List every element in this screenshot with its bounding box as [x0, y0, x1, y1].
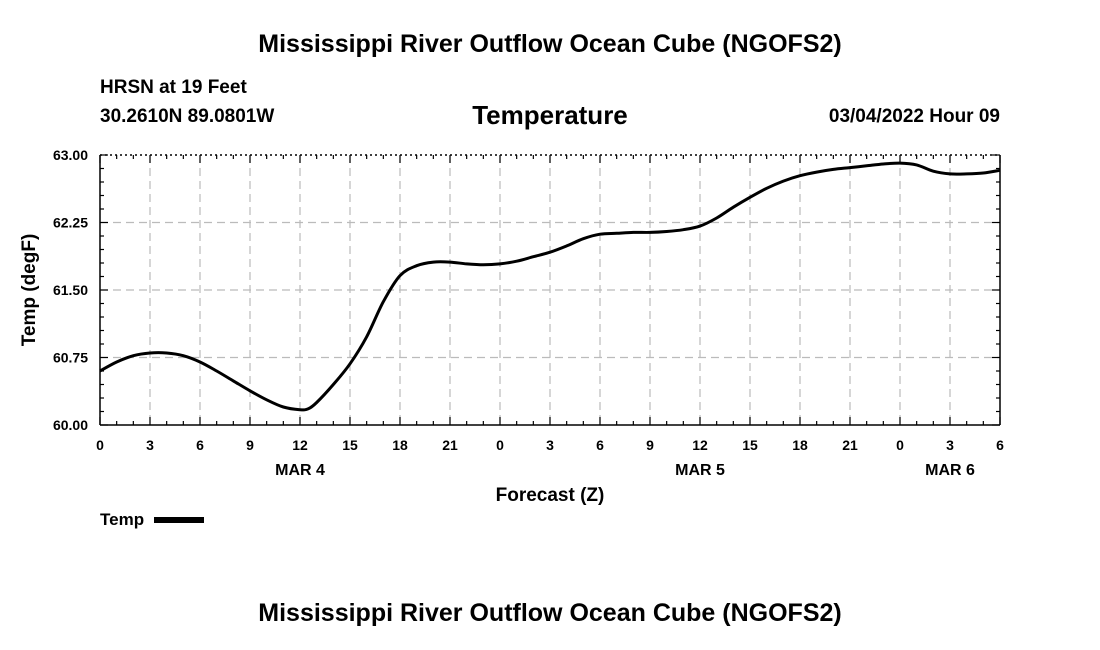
- x-tick-label: 9: [246, 437, 254, 453]
- x-tick-label: 15: [742, 437, 758, 453]
- y-tick-label: 63.00: [53, 147, 88, 163]
- x-tick-label: 15: [342, 437, 358, 453]
- x-date-label: MAR 5: [675, 462, 725, 479]
- x-tick-label: 21: [842, 437, 858, 453]
- x-tick-label: 0: [896, 437, 904, 453]
- chart-legend: Temp: [100, 510, 205, 530]
- forecast-run-time: 03/04/2022 Hour 09: [828, 106, 1000, 127]
- footer-title: Mississippi River Outflow Ocean Cube (NG…: [258, 599, 842, 627]
- x-tick-label: 9: [646, 437, 654, 453]
- chart-main-title: Mississippi River Outflow Ocean Cube (NG…: [258, 30, 842, 58]
- station-name: HRSN at 19 Feet: [100, 77, 247, 98]
- x-tick-label: 21: [442, 437, 458, 453]
- temp-series-line: [99, 161, 1001, 412]
- x-tick-label: 0: [96, 437, 104, 453]
- y-tick-label: 60.75: [53, 350, 88, 366]
- x-axis-title: Forecast (Z): [496, 485, 605, 506]
- x-tick-label: 18: [392, 437, 408, 453]
- y-tick-label: 62.25: [53, 215, 88, 231]
- x-tick-label: 12: [292, 437, 308, 453]
- x-tick-label: 6: [996, 437, 1004, 453]
- x-tick-label: 6: [196, 437, 204, 453]
- x-date-label: MAR 6: [925, 462, 975, 479]
- legend-label: Temp: [100, 510, 145, 529]
- station-coordinates: 30.2610N 89.0801W: [100, 106, 275, 127]
- x-tick-label: 3: [146, 437, 154, 453]
- x-tick-label: 18: [792, 437, 808, 453]
- x-tick-label: 3: [946, 437, 954, 453]
- x-date-label: MAR 4: [275, 462, 325, 479]
- legend-line-swatch: [154, 517, 205, 523]
- chart-subtitle: Temperature: [472, 100, 628, 130]
- y-tick-label: 60.00: [53, 417, 88, 433]
- y-tick-label: 61.50: [53, 282, 88, 298]
- x-tick-label: 3: [546, 437, 554, 453]
- x-tick-label: 6: [596, 437, 604, 453]
- x-tick-label: 12: [692, 437, 708, 453]
- x-tick-label: 0: [496, 437, 504, 453]
- y-axis-title: Temp (degF): [19, 234, 40, 347]
